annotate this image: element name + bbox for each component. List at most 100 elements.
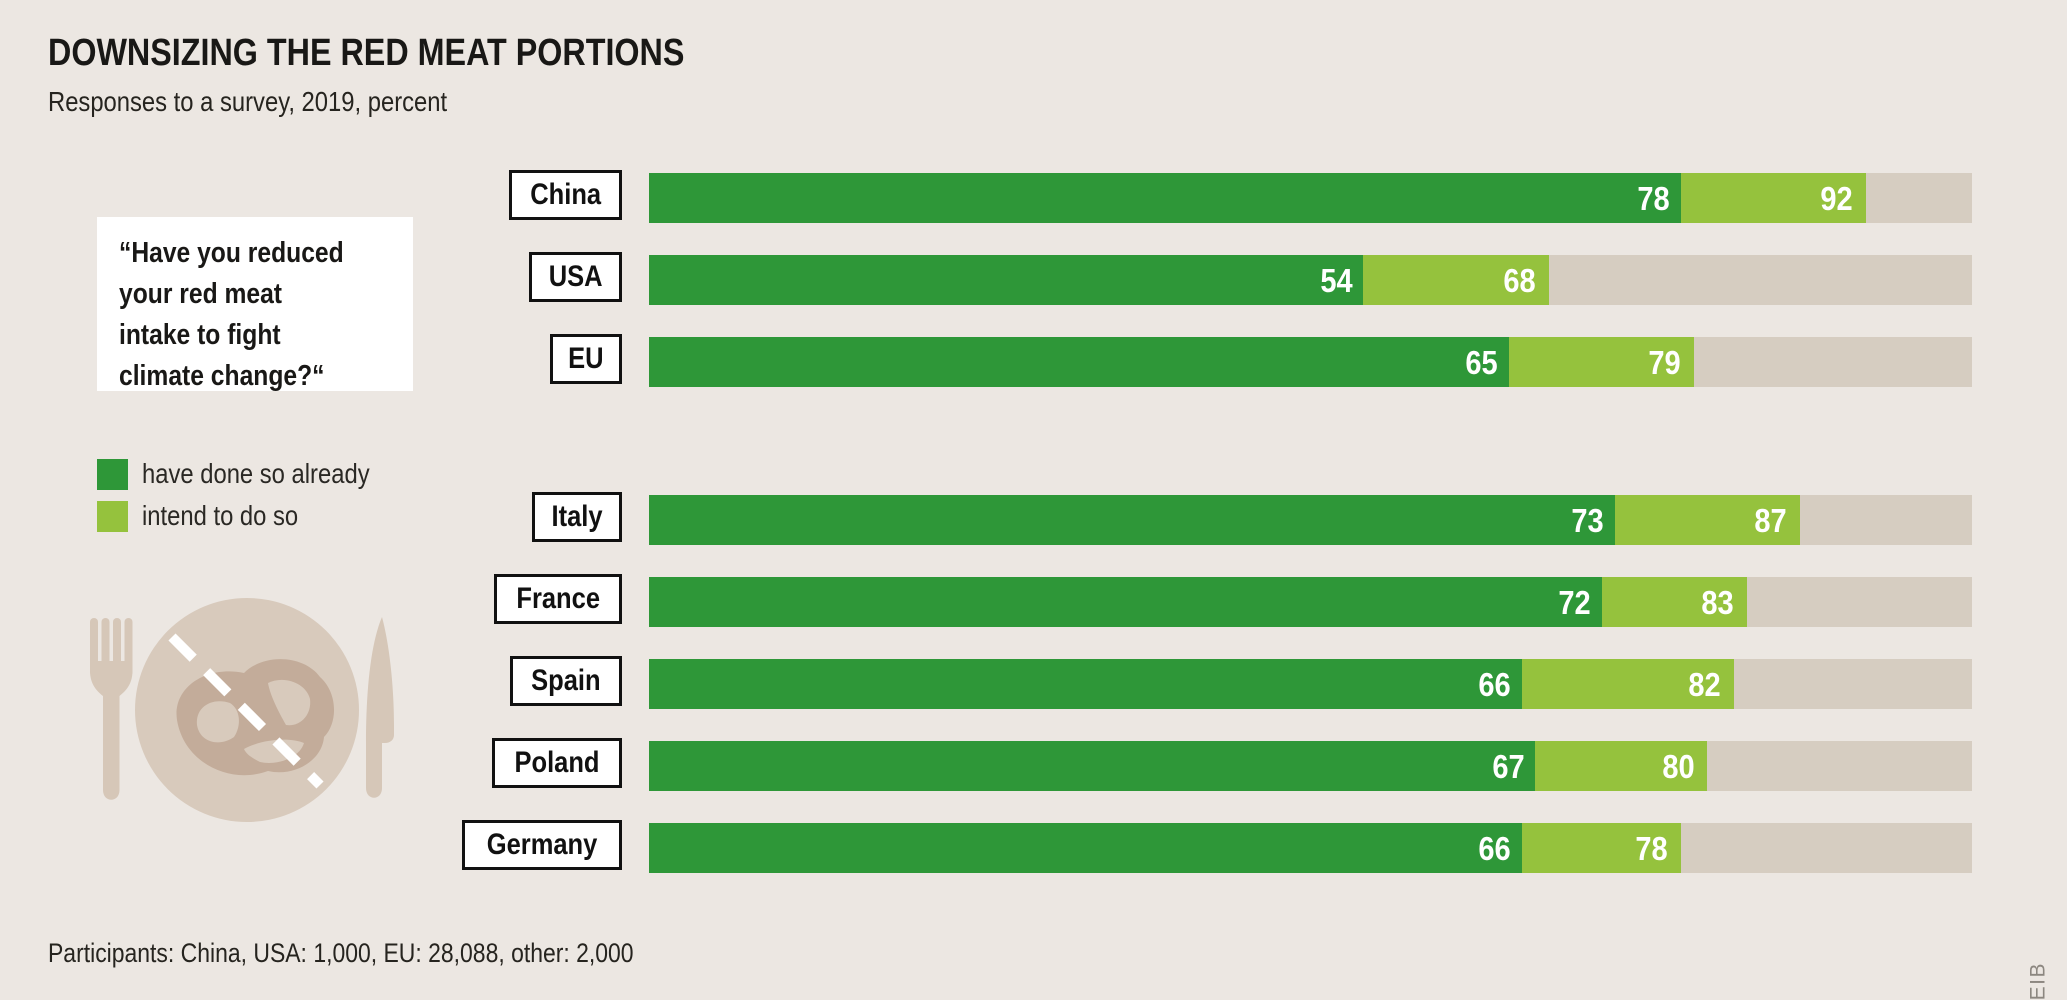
question-line-text: your red meat bbox=[119, 278, 283, 310]
value-have-done-text: 73 bbox=[1571, 502, 1604, 539]
country-label: Germany bbox=[461, 820, 622, 870]
value-have-done: 65 bbox=[1461, 337, 1498, 387]
legend-label: have done so already bbox=[142, 458, 410, 490]
value-total-text: 83 bbox=[1701, 584, 1735, 621]
page-title: DOWNSIZING THE RED MEAT PORTIONS bbox=[48, 32, 797, 75]
plate-illustration bbox=[72, 585, 422, 845]
fork-icon bbox=[90, 618, 133, 800]
country-label: EU bbox=[550, 334, 622, 384]
value-have-done: 66 bbox=[1474, 659, 1511, 709]
segment-have-done bbox=[649, 659, 1523, 709]
page-subtitle-text: Responses to a survey, 2019, percent bbox=[48, 86, 448, 117]
segment-have-done bbox=[649, 823, 1523, 873]
survey-question-box: “Have you reduced your red meat intake to … bbox=[97, 217, 413, 392]
value-total-text: 78 bbox=[1635, 830, 1668, 867]
bar-track: 65 79 bbox=[649, 337, 1972, 387]
value-have-done-text: 65 bbox=[1465, 344, 1498, 381]
bar-row-eu: EU 65 79 bbox=[0, 334, 2067, 387]
country-label: USA bbox=[528, 252, 622, 302]
bar-row-italy: Italy 73 87 bbox=[0, 492, 2067, 545]
cut-line-icon bbox=[168, 633, 324, 789]
question-line-text: “Have you reduced bbox=[119, 237, 344, 269]
country-label-text: EU bbox=[568, 342, 604, 375]
bar-row-poland: Poland 67 80 bbox=[0, 738, 2067, 791]
bar-track: 67 80 bbox=[649, 741, 1972, 791]
legend-swatch-icon bbox=[97, 500, 128, 532]
value-total: 83 bbox=[1697, 577, 1734, 627]
country-label-text: China bbox=[529, 178, 601, 211]
legend-swatch-icon bbox=[97, 458, 128, 490]
page-subtitle: Responses to a survey, 2019, percent bbox=[48, 86, 518, 118]
segment-have-done bbox=[649, 577, 1602, 627]
value-total: 68 bbox=[1499, 255, 1536, 305]
value-have-done-text: 66 bbox=[1478, 830, 1512, 867]
value-total: 78 bbox=[1631, 823, 1668, 873]
segment-intend bbox=[1522, 659, 1734, 709]
plate-illustration-svg bbox=[90, 598, 394, 822]
value-have-done-text: 66 bbox=[1478, 666, 1512, 703]
bar-track: 73 87 bbox=[649, 495, 1972, 545]
bar-row-france: France 72 83 bbox=[0, 574, 2067, 627]
question-line-4: climate change?“ bbox=[119, 356, 413, 397]
segment-have-done bbox=[649, 741, 1536, 791]
value-have-done: 73 bbox=[1567, 495, 1604, 545]
legend-item-2: intend to do so bbox=[97, 500, 410, 532]
question-line-3: intake to fight bbox=[119, 315, 413, 356]
country-label: Italy bbox=[531, 492, 622, 542]
segment-intend bbox=[1680, 173, 1867, 223]
value-have-done: 67 bbox=[1488, 741, 1525, 791]
legend-item-1: have done so already bbox=[97, 458, 410, 490]
legend-label-text: have done so already bbox=[142, 458, 370, 489]
value-have-done: 72 bbox=[1554, 577, 1591, 627]
country-label: France bbox=[493, 574, 622, 624]
bar-row-germany: Germany 66 78 bbox=[0, 820, 2067, 873]
segment-intend bbox=[1363, 255, 1549, 305]
country-label-text: France bbox=[515, 582, 600, 615]
value-have-done-text: 67 bbox=[1492, 748, 1525, 785]
value-total-text: 92 bbox=[1820, 180, 1854, 217]
country-label-text: Italy bbox=[551, 500, 603, 533]
value-total: 80 bbox=[1658, 741, 1695, 791]
bar-track: 66 78 bbox=[649, 823, 1972, 873]
value-have-done: 66 bbox=[1474, 823, 1511, 873]
bar-track: 72 83 bbox=[649, 577, 1972, 627]
bar-row-spain: Spain 66 82 bbox=[0, 656, 2067, 709]
value-have-done-text: 54 bbox=[1320, 262, 1353, 299]
country-label: China bbox=[508, 170, 622, 220]
value-total: 92 bbox=[1816, 173, 1853, 223]
bar-track: 54 68 bbox=[649, 255, 1972, 305]
value-have-done: 78 bbox=[1633, 173, 1670, 223]
bar-track: 66 82 bbox=[649, 659, 1972, 709]
segment-have-done bbox=[649, 337, 1509, 387]
value-total-text: 68 bbox=[1503, 262, 1536, 299]
country-label-text: Germany bbox=[486, 828, 598, 861]
question-line-text: intake to fight bbox=[119, 319, 281, 351]
value-have-done-text: 72 bbox=[1558, 584, 1591, 621]
segment-intend bbox=[1614, 495, 1800, 545]
credit-line: Ⓒ MEAT ATLAS 2021 / EIB bbox=[2021, 962, 2051, 1000]
question-line-1: “Have you reduced bbox=[119, 233, 413, 274]
country-label-text: Spain bbox=[531, 664, 601, 697]
footnote-text: Participants: China, USA: 1,000, EU: 28,… bbox=[48, 938, 634, 968]
footnote: Participants: China, USA: 1,000, EU: 28,… bbox=[48, 938, 737, 969]
country-label-text: USA bbox=[548, 260, 603, 293]
country-label: Spain bbox=[510, 656, 622, 706]
segment-have-done bbox=[649, 173, 1681, 223]
value-total-text: 82 bbox=[1688, 666, 1721, 703]
page-title-text: DOWNSIZING THE RED MEAT PORTIONS bbox=[48, 32, 685, 74]
value-total-text: 87 bbox=[1754, 502, 1788, 539]
value-have-done-text: 78 bbox=[1637, 180, 1670, 217]
segment-intend bbox=[1535, 741, 1708, 791]
country-label-text: Poland bbox=[514, 746, 600, 779]
legend-label: intend to do so bbox=[142, 500, 326, 532]
value-total: 79 bbox=[1644, 337, 1681, 387]
segment-have-done bbox=[649, 255, 1364, 305]
segment-intend bbox=[1522, 823, 1681, 873]
value-total-text: 79 bbox=[1648, 344, 1682, 381]
value-total-text: 80 bbox=[1662, 748, 1695, 785]
segment-intend bbox=[1508, 337, 1695, 387]
segment-have-done bbox=[649, 495, 1615, 545]
country-label: Poland bbox=[491, 738, 622, 788]
legend: have done so already intend to do so bbox=[97, 458, 410, 542]
